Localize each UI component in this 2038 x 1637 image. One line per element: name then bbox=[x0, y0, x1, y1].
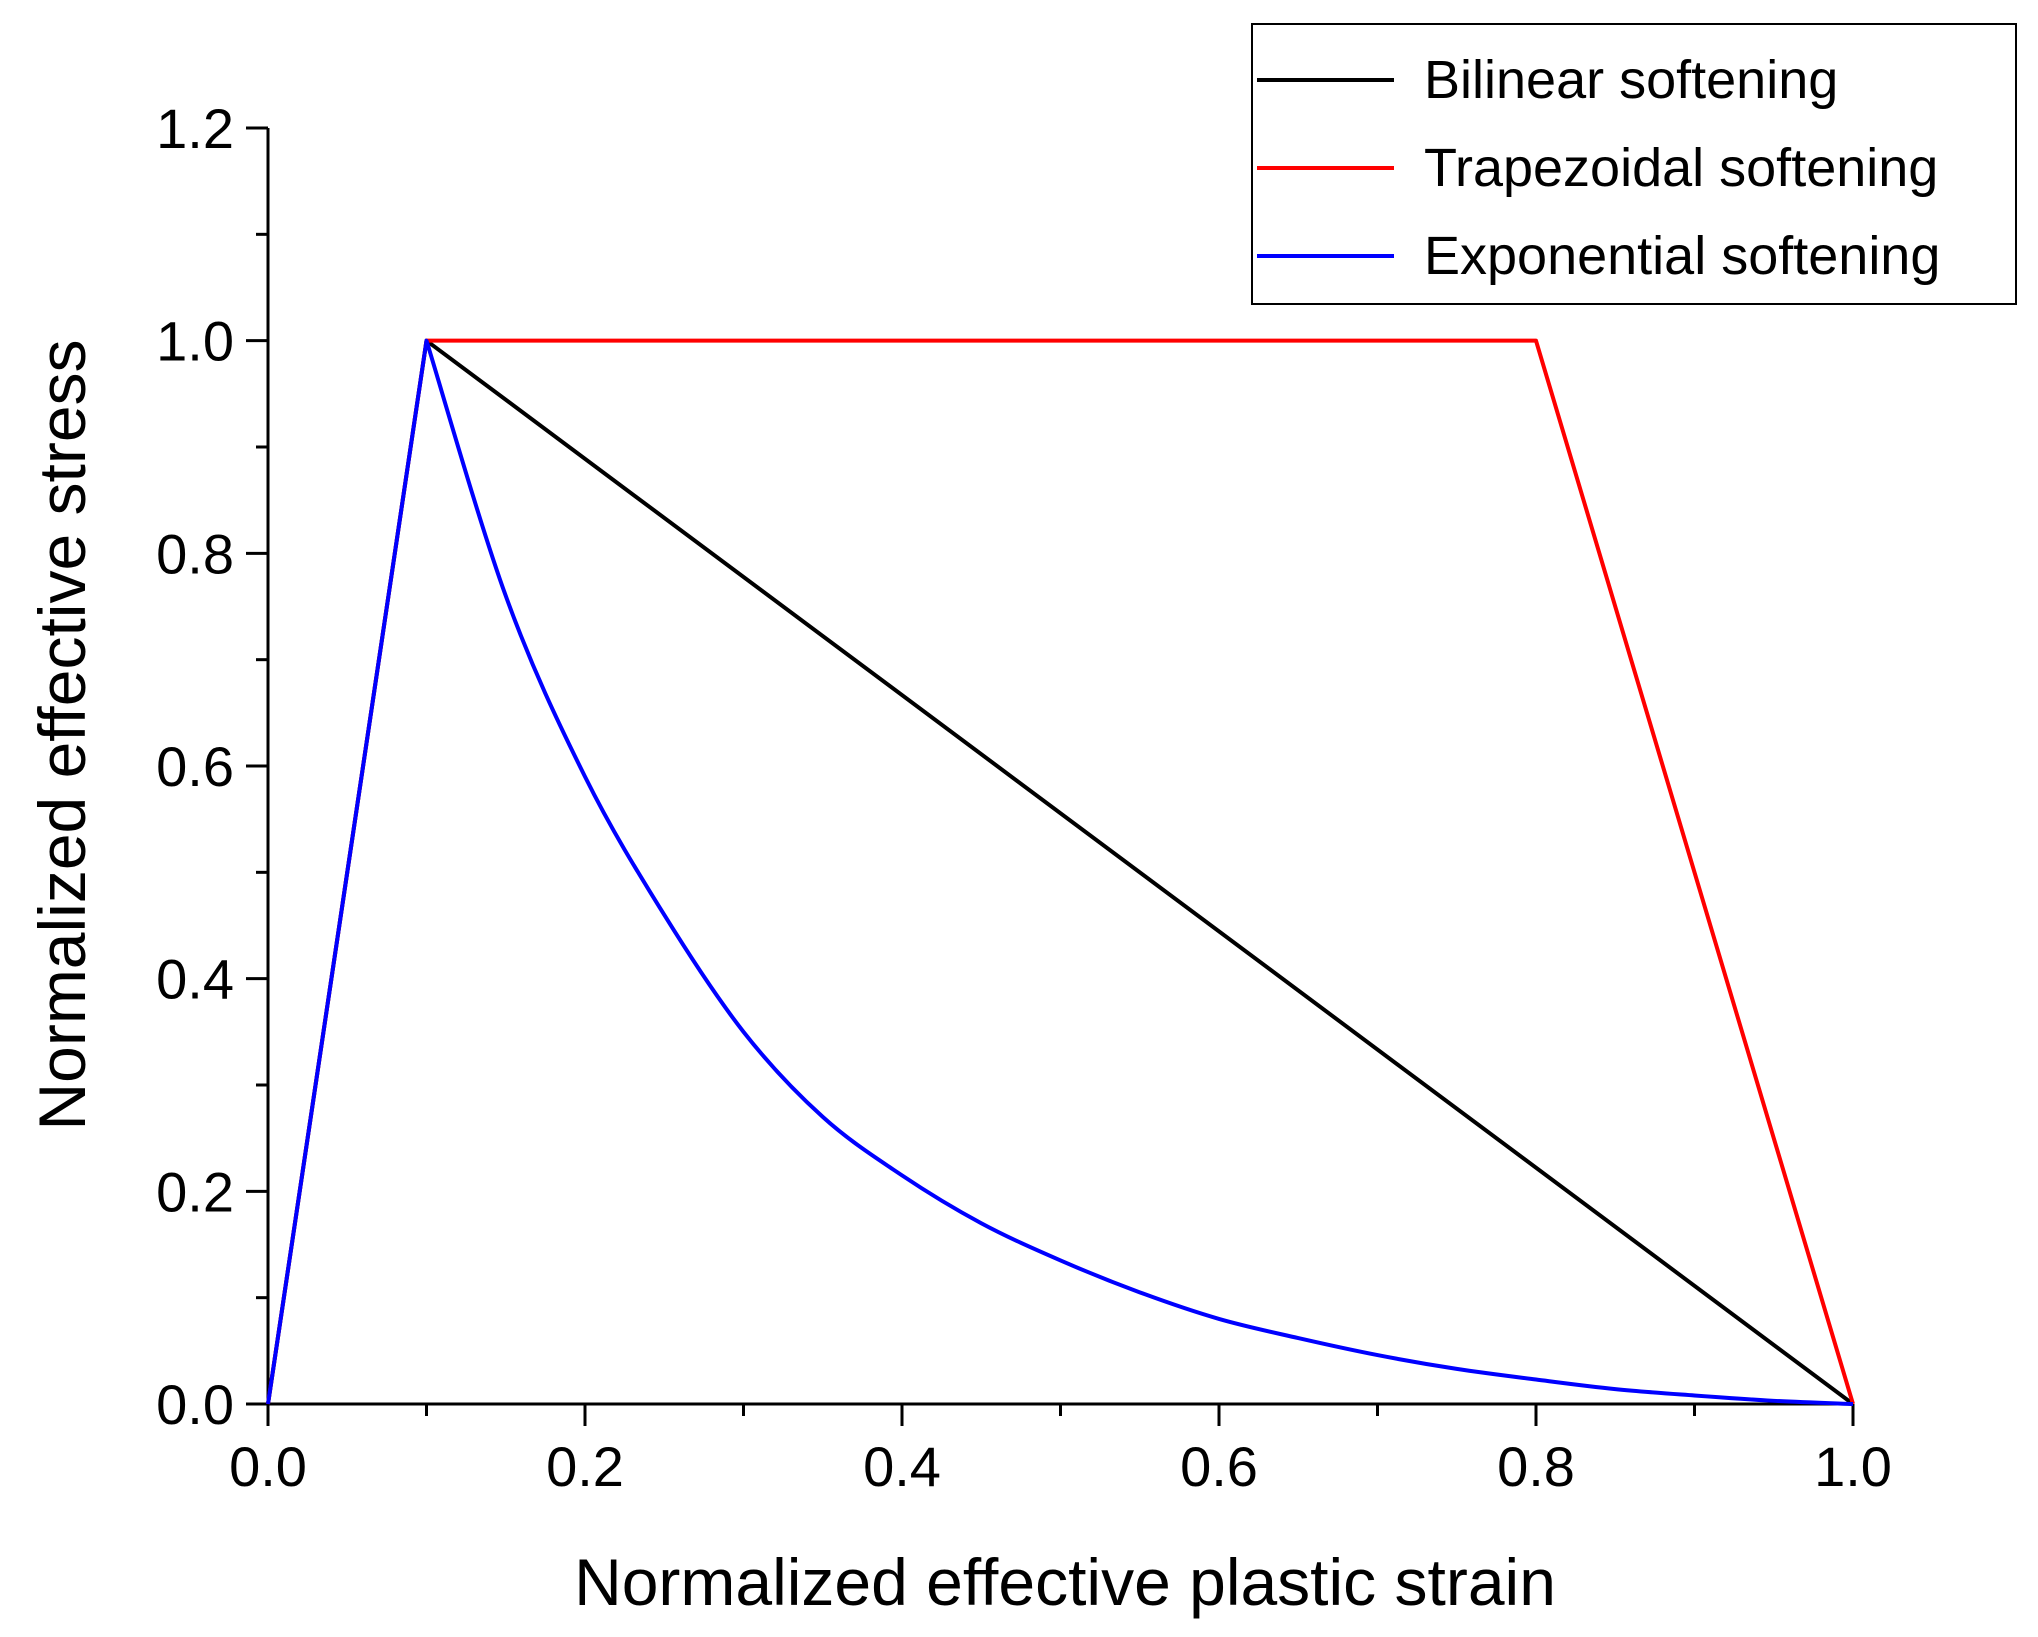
y-tick-label: 0.4 bbox=[156, 948, 234, 1011]
y-tick-label: 0.6 bbox=[156, 735, 234, 798]
y-axis-title: Normalized effective stress bbox=[25, 339, 99, 1130]
y-tick-label: 0.2 bbox=[156, 1160, 234, 1223]
series-layer bbox=[266, 338, 1855, 1406]
bilinear-softening-line bbox=[266, 338, 1855, 1406]
y-tick-label: 1.2 bbox=[156, 97, 234, 160]
y-tick-label: 0.8 bbox=[156, 522, 234, 585]
x-tick-label: 0.6 bbox=[1180, 1435, 1258, 1498]
x-tick-label: 0.8 bbox=[1497, 1435, 1575, 1498]
x-tick-label: 0.4 bbox=[863, 1435, 941, 1498]
legend: Bilinear softening Trapezoidal softening E… bbox=[1251, 23, 2017, 305]
y-tick-label: 0.0 bbox=[156, 1373, 234, 1436]
legend-entry-trapezoidal-label: Trapezoidal softening bbox=[1424, 138, 1938, 198]
x-tick-label: 1.0 bbox=[1814, 1435, 1892, 1498]
legend-entry-exponential-label: Exponential softening bbox=[1424, 226, 1940, 286]
x-tick-label: 0.0 bbox=[229, 1435, 307, 1498]
legend-entry-bilinear-label: Bilinear softening bbox=[1424, 50, 1838, 110]
x-tick-label: 0.2 bbox=[546, 1435, 624, 1498]
exponential-softening-line bbox=[266, 338, 1854, 1406]
y-tick-label: 1.0 bbox=[156, 310, 234, 373]
x-axis-title: Normalized effective plastic strain bbox=[574, 1545, 1556, 1619]
axes: 0.0 0.2 0.4 0.6 0.8 1.0 0.0 0.2 0.4 0.6 0.8 1.0 1.2 bbox=[156, 97, 1892, 1498]
trapezoidal-softening-line bbox=[266, 338, 1855, 1405]
